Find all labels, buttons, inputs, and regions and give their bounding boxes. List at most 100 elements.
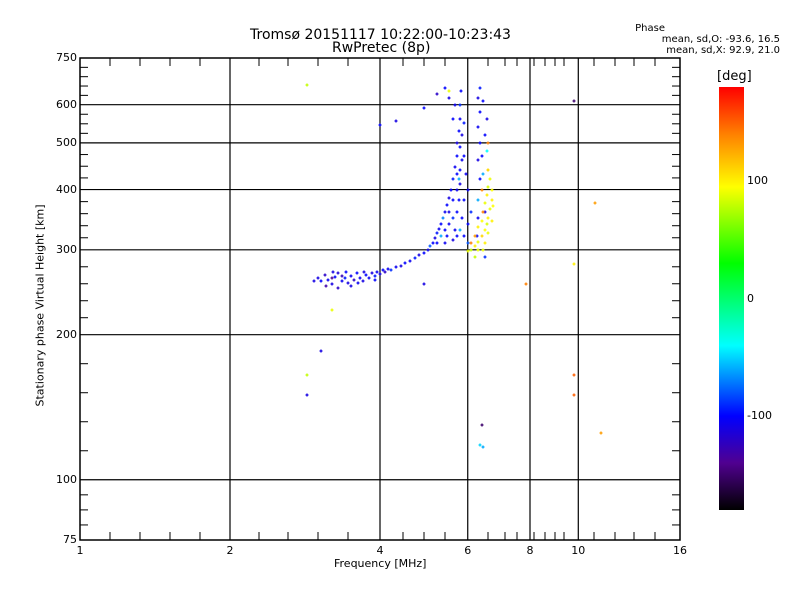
data-point: [460, 158, 464, 162]
data-point: [422, 106, 426, 110]
chart-subtitle: RwPretec (8p): [332, 40, 431, 56]
data-point: [458, 117, 462, 121]
data-point: [445, 203, 449, 207]
data-point: [319, 349, 323, 353]
data-point: [373, 274, 377, 278]
data-point: [394, 265, 398, 269]
data-point: [458, 145, 462, 149]
data-point: [362, 270, 366, 274]
x-tick-label: 2: [226, 544, 234, 557]
data-point: [437, 227, 441, 231]
data-point: [455, 172, 459, 176]
data-point: [455, 141, 459, 145]
data-point: [480, 219, 484, 223]
data-point: [483, 201, 487, 205]
data-point: [476, 125, 480, 129]
colorbar-label: [deg]: [717, 69, 752, 84]
data-point: [383, 270, 387, 274]
data-point: [490, 219, 494, 223]
data-point: [476, 96, 480, 100]
stats-x-mode: mean, sd,X: 92.9, 21.0: [666, 45, 780, 56]
data-point: [481, 445, 485, 449]
data-point: [473, 255, 477, 259]
data-point: [476, 225, 480, 229]
y-tick-label: 300: [56, 242, 77, 256]
data-point: [443, 86, 447, 90]
data-point: [476, 158, 480, 162]
data-point: [460, 216, 464, 220]
data-point: [490, 188, 494, 192]
data-point: [378, 123, 382, 127]
data-point: [319, 279, 323, 283]
x-tick-label: 8: [526, 544, 534, 557]
data-point: [473, 244, 477, 248]
x-tick-label: 10: [571, 544, 586, 557]
chart-title: Tromsø 20151117 10:22:00-10:23:43: [250, 27, 511, 43]
data-point: [330, 282, 334, 286]
data-point: [447, 96, 451, 100]
data-point: [572, 393, 576, 397]
data-point: [483, 241, 487, 245]
data-point: [469, 241, 473, 245]
data-point: [466, 222, 470, 226]
data-point: [364, 273, 368, 277]
data-point: [476, 248, 480, 252]
data-point: [422, 251, 426, 255]
data-point: [344, 270, 348, 274]
data-point: [486, 231, 490, 235]
data-point: [403, 261, 407, 265]
data-point: [453, 165, 457, 169]
data-point: [324, 284, 328, 288]
data-point: [358, 276, 362, 280]
data-point: [443, 228, 447, 232]
data-point: [491, 204, 495, 208]
data-point: [449, 188, 453, 192]
data-point: [458, 228, 462, 232]
data-point: [466, 188, 470, 192]
data-point: [316, 276, 320, 280]
data-point: [572, 262, 576, 266]
data-point: [480, 234, 484, 238]
data-point: [451, 117, 455, 121]
data-point: [370, 271, 374, 275]
data-point: [486, 168, 490, 172]
data-point: [428, 244, 432, 248]
data-point: [323, 273, 327, 277]
data-point: [462, 121, 466, 125]
data-point: [457, 129, 461, 133]
data-point: [443, 241, 447, 245]
y-tick-label: 400: [56, 182, 77, 196]
data-point: [447, 196, 451, 200]
data-point: [464, 172, 468, 176]
data-point: [524, 282, 528, 286]
data-point: [458, 182, 462, 186]
data-point: [458, 168, 462, 172]
data-point: [413, 256, 417, 260]
data-point: [394, 119, 398, 123]
data-point: [361, 279, 365, 283]
data-point: [417, 253, 421, 257]
x-axis-label: Frequency [MHz]: [334, 557, 427, 570]
data-point: [462, 198, 466, 202]
data-point: [343, 276, 347, 280]
data-point: [599, 431, 603, 435]
colorbar-tick-label: 100: [747, 174, 768, 187]
data-point: [453, 103, 457, 107]
data-point: [462, 234, 466, 238]
data-point: [460, 133, 464, 137]
data-point: [435, 231, 439, 235]
data-point: [305, 373, 309, 377]
data-point: [441, 216, 445, 220]
data-point: [326, 278, 330, 282]
colorbar: [719, 87, 744, 510]
data-point: [480, 188, 484, 192]
data-point: [389, 268, 393, 272]
data-point: [455, 154, 459, 158]
data-point: [451, 177, 455, 181]
data-point: [352, 278, 356, 282]
data-point: [480, 423, 484, 427]
data-point: [481, 210, 485, 214]
data-point: [476, 240, 480, 244]
data-point: [481, 99, 485, 103]
